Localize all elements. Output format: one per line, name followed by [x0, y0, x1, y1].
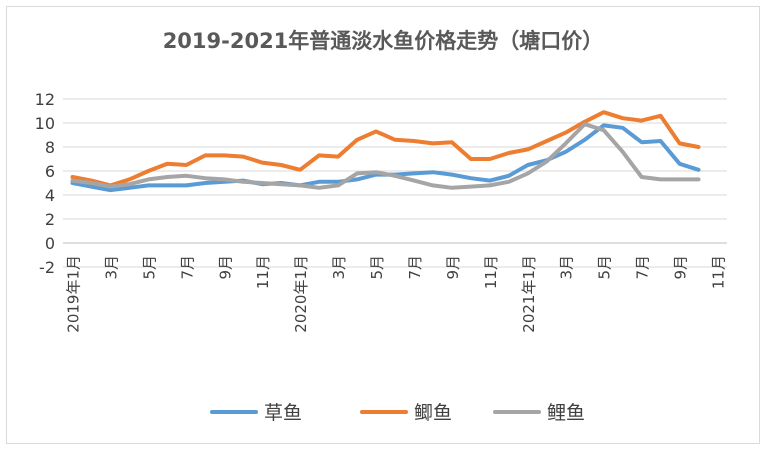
y-tick-label: 2 [45, 210, 55, 229]
x-tick-label: 5月 [368, 255, 386, 280]
chart-title: 2019-2021年普通淡水鱼价格走势（塘口价） [162, 29, 604, 53]
y-tick-label: 4 [45, 186, 55, 205]
x-tick-label: 5月 [596, 255, 614, 280]
x-tick-label: 9月 [672, 255, 690, 280]
x-tick-label: 9月 [444, 255, 462, 280]
y-tick-label: 10 [35, 114, 55, 133]
x-tick-label: 3月 [330, 255, 348, 280]
x-tick-label: 7月 [634, 255, 652, 280]
x-tick-label: 2021年1月 [520, 255, 538, 333]
x-tick-label: 7月 [406, 255, 424, 280]
legend: 草鱼 鲫鱼 鲤鱼 [210, 402, 585, 424]
legend-label: 草鱼 [264, 402, 302, 424]
x-tick-label: 2020年1月 [292, 255, 310, 333]
legend-label: 鲫鱼 [414, 402, 452, 424]
x-tick-label: 9月 [216, 255, 234, 280]
x-tick-label: 11月 [482, 255, 500, 289]
y-axis-ticks: -2 0 2 4 6 8 10 12 [35, 90, 55, 277]
series-line-鲫鱼 [70, 110, 701, 188]
y-tick-label: 12 [35, 90, 55, 109]
y-tick-label: -2 [39, 258, 55, 277]
x-tick-label: 3月 [102, 255, 120, 280]
x-tick-label: 11月 [254, 255, 272, 289]
y-tick-label: 6 [45, 162, 55, 181]
x-tick-label: 11月 [710, 255, 728, 289]
y-tick-label: 0 [45, 234, 55, 253]
legend-label: 鲤鱼 [547, 402, 585, 424]
series-lines [70, 110, 701, 193]
x-tick-label: 5月 [140, 255, 158, 280]
grid-lines [63, 98, 727, 268]
x-axis-ticks: 2019年1月 3月 5月 7月 9月 11月 2020年1月 3月 5月 7月 9月 11月 2021… [64, 255, 727, 333]
series-line-鲤鱼 [70, 122, 701, 190]
x-tick-label: 7月 [178, 255, 196, 280]
y-tick-label: 8 [45, 138, 55, 157]
chart-frame: 2019-2021年普通淡水鱼价格走势（塘口价） -2 0 2 4 6 8 10 12 201… [6, 6, 760, 444]
x-tick-label: 3月 [558, 255, 576, 280]
line-chart: -2 0 2 4 6 8 10 12 2019年1月 3月 5月 7月 9月 11月 2020年1月 3月 5… [35, 90, 728, 424]
x-tick-label: 2019年1月 [64, 255, 82, 333]
